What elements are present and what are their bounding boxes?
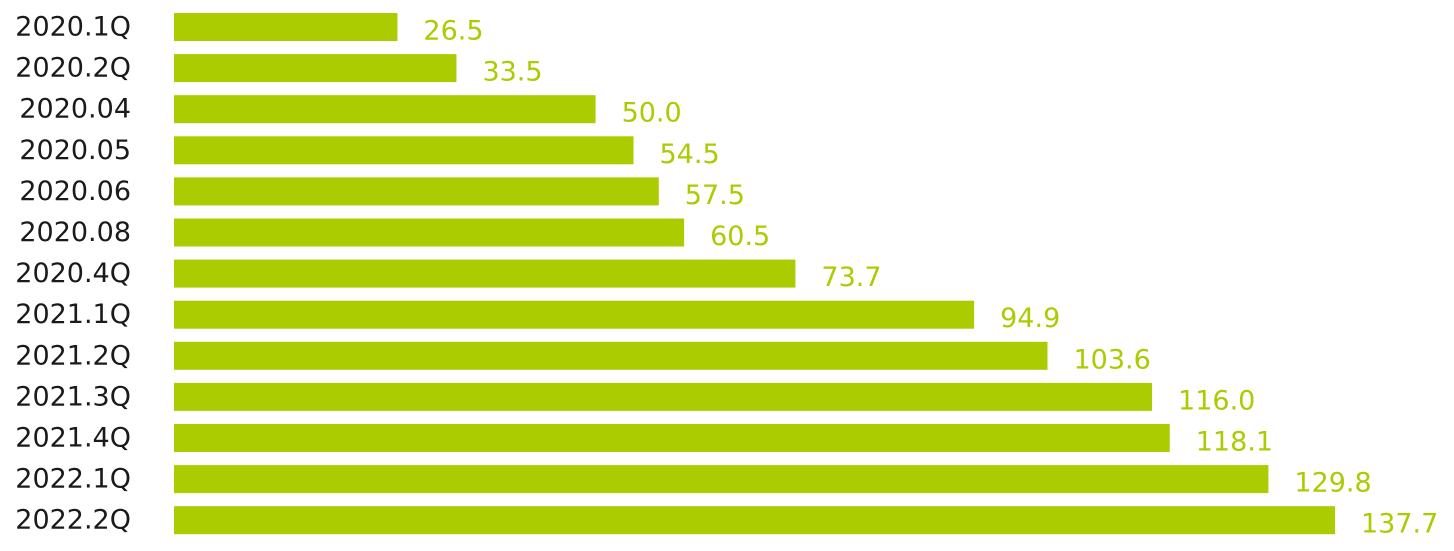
value-label: 33.5 (482, 57, 542, 88)
value-label: 54.5 (660, 139, 720, 170)
bar (174, 54, 457, 83)
bar (174, 506, 1335, 535)
value-label: 116.0 (1178, 385, 1255, 416)
bar (174, 259, 796, 288)
value-label: 137.7 (1361, 509, 1438, 540)
category-label: 2021.4Q (15, 423, 131, 454)
value-label: 50.0 (622, 98, 682, 129)
category-label: 2020.05 (19, 135, 131, 166)
bar (174, 218, 685, 247)
category-label: 2020.06 (19, 176, 131, 207)
bar (174, 424, 1170, 452)
category-label: 2020.04 (19, 94, 131, 125)
bar (174, 341, 1048, 370)
category-label: 2021.1Q (15, 299, 131, 330)
category-label: 2021.3Q (15, 381, 131, 412)
value-label: 60.5 (710, 221, 770, 252)
value-label: 103.6 (1073, 344, 1150, 375)
bar (174, 136, 634, 165)
category-label: 2020.1Q (15, 12, 131, 43)
bar (174, 95, 596, 124)
bar (174, 13, 398, 41)
value-label: 26.5 (423, 16, 483, 47)
category-label: 2020.08 (19, 217, 131, 248)
category-label: 2020.2Q (15, 53, 131, 84)
category-label: 2022.1Q (15, 464, 131, 495)
category-label: 2020.4Q (15, 258, 131, 289)
bar (174, 465, 1269, 494)
bar (174, 177, 659, 206)
category-label: 2022.2Q (15, 505, 131, 536)
value-label: 57.5 (685, 180, 745, 211)
category-label: 2021.2Q (15, 340, 131, 371)
value-label: 73.7 (821, 262, 881, 293)
value-label: 94.9 (1000, 303, 1060, 334)
value-label: 118.1 (1196, 427, 1273, 458)
bar (174, 382, 1153, 411)
bar (174, 300, 975, 329)
value-label: 129.8 (1294, 468, 1371, 499)
